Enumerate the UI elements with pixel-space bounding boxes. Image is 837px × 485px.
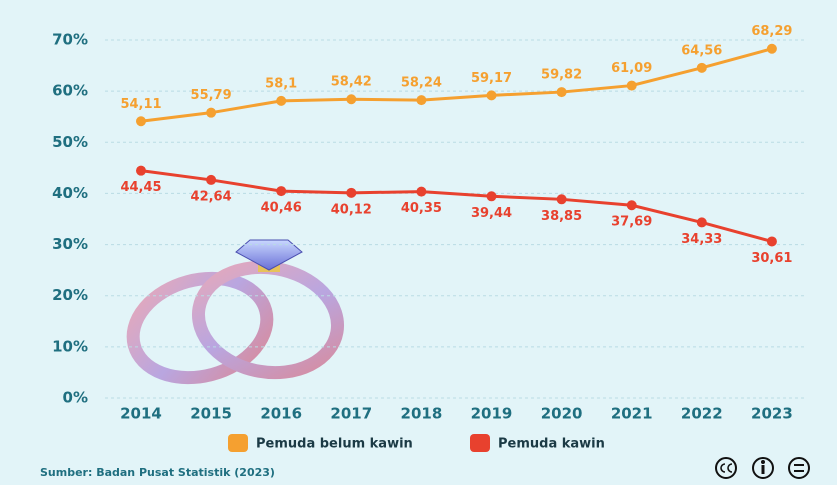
point	[487, 90, 497, 100]
value-label: 38,85	[541, 209, 582, 224]
value-label: 37,69	[611, 215, 652, 230]
point	[276, 96, 286, 106]
y-tick-label: 50%	[52, 133, 88, 151]
source: Sumber: Badan Pusat Statistik (2023)	[40, 466, 275, 479]
page: {"chart_data": {"type": "line", "categor…	[0, 0, 837, 485]
value-label: 40,35	[401, 201, 442, 216]
x-tick-label: 2021	[611, 405, 653, 423]
point	[416, 187, 426, 197]
x-tick-label: 2014	[120, 405, 162, 423]
value-label: 39,44	[471, 206, 512, 221]
point	[697, 217, 707, 227]
series-line	[141, 171, 772, 242]
point	[276, 186, 286, 196]
point	[767, 44, 777, 54]
x-tick-label: 2023	[751, 405, 793, 423]
value-label: 34,33	[681, 232, 722, 247]
value-label: 59,82	[541, 68, 582, 83]
x-tick-label: 2020	[541, 405, 583, 423]
value-label: 58,24	[401, 76, 442, 91]
point	[557, 194, 567, 204]
rings-illustration	[122, 240, 346, 392]
value-label: 42,64	[191, 189, 232, 204]
chart: Sumber: Badan Pusat Statistik (2023) 0% 1…	[0, 0, 837, 485]
y-tick-label: 60%	[52, 82, 88, 100]
point	[557, 87, 567, 97]
point	[767, 236, 777, 246]
value-label: 44,45	[120, 180, 161, 195]
license-icons	[716, 458, 809, 478]
value-label: 61,09	[611, 61, 652, 76]
legend-swatch	[228, 434, 248, 452]
value-label: 30,61	[751, 251, 792, 266]
point	[346, 188, 356, 198]
value-label: 40,46	[261, 201, 302, 216]
point	[346, 94, 356, 104]
point	[627, 200, 637, 210]
point	[206, 175, 216, 185]
value-label: 68,29	[751, 24, 792, 39]
series-line	[141, 49, 772, 122]
y-tick-label: 70%	[52, 31, 88, 49]
value-label: 59,17	[471, 71, 512, 86]
value-label: 58,42	[331, 75, 372, 90]
legend-label: Pemuda kawin	[498, 437, 605, 452]
value-label: 54,11	[120, 97, 161, 112]
point	[627, 81, 637, 91]
point	[697, 63, 707, 73]
y-tick-label: 40%	[52, 184, 88, 202]
y-tick-label: 0%	[63, 389, 88, 407]
x-tick-label: 2022	[681, 405, 723, 423]
value-label: 58,1	[265, 76, 297, 91]
value-label: 40,12	[331, 202, 372, 217]
x-tick-label: 2018	[401, 405, 443, 423]
y-tick-label: 10%	[52, 337, 88, 355]
x-tick-label: 2015	[190, 405, 232, 423]
x-tick-label: 2016	[260, 405, 302, 423]
x-tick-label: 2019	[471, 405, 513, 423]
value-label: 64,56	[681, 43, 722, 58]
legend-swatch	[470, 434, 490, 452]
legend-label: Pemuda belum kawin	[256, 437, 413, 452]
y-tick-label: 30%	[52, 235, 88, 253]
point	[136, 166, 146, 176]
value-label: 55,79	[191, 88, 232, 103]
point	[136, 116, 146, 126]
point	[487, 191, 497, 201]
point	[416, 95, 426, 105]
y-tick-label: 20%	[52, 286, 88, 304]
point	[206, 108, 216, 118]
x-tick-label: 2017	[330, 405, 372, 423]
